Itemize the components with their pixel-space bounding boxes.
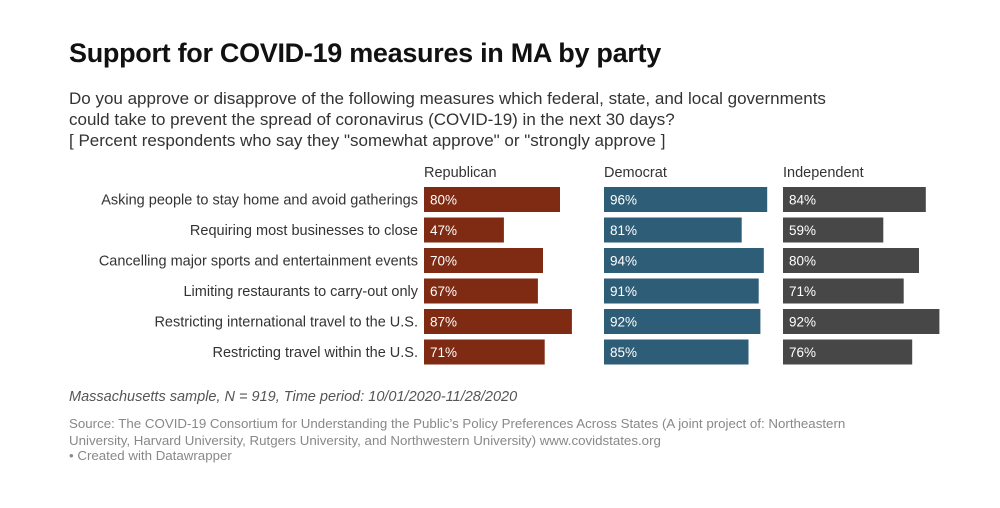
bar-value-label: 71% <box>789 284 816 299</box>
bar-value-label: 87% <box>430 315 457 330</box>
bar <box>783 187 926 212</box>
datawrapper-credit: • Created with Datawrapper <box>69 448 232 463</box>
bar-value-label: 81% <box>610 223 637 238</box>
bar-value-label: 80% <box>789 254 816 269</box>
bar-value-label: 59% <box>789 223 816 238</box>
bar-value-label: 47% <box>430 223 457 238</box>
bar-value-label: 91% <box>610 284 637 299</box>
sample-note: Massachusetts sample, N = 919, Time peri… <box>69 389 518 405</box>
series-header: Independent <box>783 165 864 181</box>
bar-value-label: 67% <box>430 284 457 299</box>
category-label: Limiting restaurants to carry-out only <box>183 284 418 300</box>
category-label: Cancelling major sports and entertainmen… <box>99 254 418 270</box>
series-header: Republican <box>424 165 497 181</box>
bar-chart: Asking people to stay home and avoid gat… <box>99 165 940 365</box>
bar-value-label: 92% <box>610 315 637 330</box>
bar <box>783 309 940 334</box>
bar-value-label: 85% <box>610 345 637 360</box>
category-label: Requiring most businesses to close <box>190 223 418 239</box>
bar <box>783 217 884 243</box>
source-line: Source: The COVID-19 Consortium for Unde… <box>69 416 846 431</box>
bar <box>424 217 504 243</box>
bar-value-label: 70% <box>430 254 457 269</box>
bar <box>604 339 749 365</box>
bar <box>604 278 759 304</box>
bar <box>424 309 572 334</box>
bar <box>604 248 764 273</box>
bar <box>604 187 768 212</box>
chart-title: Support for COVID-19 measures in MA by p… <box>69 38 661 68</box>
chart-description: Do you approve or disapprove of the foll… <box>69 88 949 151</box>
bar <box>424 339 545 365</box>
series-header: Democrat <box>604 165 667 181</box>
description-line: [ Percent respondents who say they "some… <box>69 131 666 150</box>
bar-value-label: 96% <box>610 193 637 208</box>
bar-value-label: 76% <box>789 345 816 360</box>
category-label: Restricting international travel to the … <box>154 315 418 331</box>
bar <box>783 278 904 304</box>
bar-value-label: 84% <box>789 193 816 208</box>
category-label: Restricting travel within the U.S. <box>213 345 419 361</box>
bar <box>424 248 543 273</box>
bar-value-label: 92% <box>789 315 816 330</box>
bar <box>424 187 560 212</box>
bar-value-label: 71% <box>430 345 457 360</box>
bar-value-label: 80% <box>430 193 457 208</box>
source-text: Source: The COVID-19 Consortium for Unde… <box>69 415 949 449</box>
bar-value-label: 94% <box>610 254 637 269</box>
bar <box>604 217 742 243</box>
description-line: could take to prevent the spread of coro… <box>69 110 675 129</box>
description-line: Do you approve or disapprove of the foll… <box>69 89 826 108</box>
bar <box>783 248 919 273</box>
bar <box>424 278 538 304</box>
bar <box>604 309 761 334</box>
source-line: University, Harvard University, Rutgers … <box>69 433 661 448</box>
bar <box>783 339 913 365</box>
category-label: Asking people to stay home and avoid gat… <box>101 193 418 209</box>
